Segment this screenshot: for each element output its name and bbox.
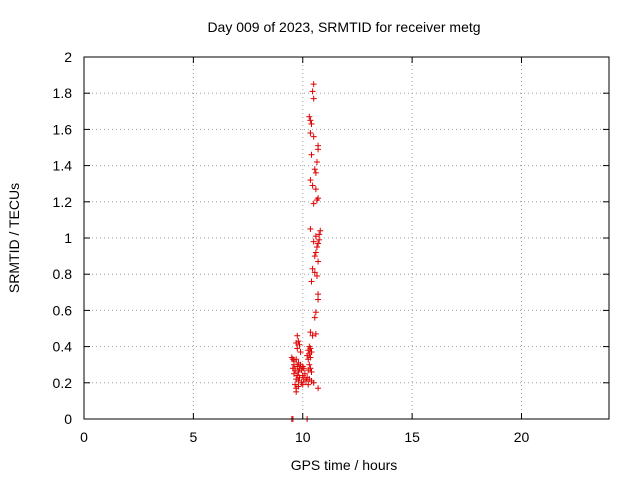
y-tick-label: 0.2 [53, 375, 73, 391]
data-point [313, 244, 320, 251]
data-point [305, 381, 312, 388]
data-point [315, 296, 322, 303]
plot-area [83, 56, 610, 420]
data-point [310, 133, 317, 140]
data-point [312, 309, 319, 316]
data-point [315, 291, 322, 298]
data-point [305, 367, 312, 374]
data-point [299, 381, 306, 388]
y-tick-label: 0.6 [53, 302, 73, 318]
data-point [309, 332, 316, 339]
data-point [310, 81, 317, 88]
data-point [315, 258, 322, 265]
data-point [295, 368, 302, 375]
y-tick-label: 1.8 [53, 85, 73, 101]
x-tick-label: 5 [189, 429, 197, 445]
data-point [311, 314, 318, 321]
data-point [311, 253, 318, 260]
x-tick-label: 0 [80, 429, 88, 445]
data-point [310, 200, 317, 207]
y-tick-label: 1 [64, 230, 72, 246]
data-point [306, 113, 313, 120]
data-points [288, 81, 324, 422]
data-point [293, 339, 300, 346]
data-point [306, 361, 313, 368]
data-point [296, 374, 303, 381]
data-point [292, 381, 299, 388]
x-tick-label: 20 [514, 429, 530, 445]
data-point [316, 236, 323, 243]
x-axis-label: GPS time / hours [291, 457, 398, 473]
data-point [300, 365, 307, 372]
y-tick-label: 0.8 [53, 266, 73, 282]
data-point [309, 88, 316, 95]
data-point [293, 388, 300, 395]
data-point [315, 240, 322, 247]
data-point [294, 332, 301, 339]
data-point [295, 377, 302, 384]
y-tick-label: 1.4 [53, 158, 73, 174]
data-point [295, 383, 302, 390]
data-point [293, 356, 300, 363]
data-point [307, 177, 314, 184]
data-point [310, 379, 317, 386]
data-point [291, 361, 297, 368]
grid [84, 57, 609, 419]
data-point [316, 231, 323, 238]
y-tick-label: 1.6 [53, 121, 73, 137]
data-point [301, 370, 308, 377]
data-point [311, 269, 318, 276]
data-point [303, 377, 310, 384]
data-point [308, 278, 315, 285]
y-tick-label: 2 [64, 49, 72, 65]
data-point [313, 196, 320, 203]
data-point [307, 329, 314, 336]
data-point [304, 352, 311, 359]
data-point [309, 182, 316, 189]
data-point [305, 347, 312, 354]
chart-title: Day 009 of 2023, SRMTID for receiver met… [207, 19, 480, 35]
data-point [313, 158, 320, 165]
data-point [307, 225, 314, 232]
x-tick-label: 10 [295, 429, 311, 445]
data-point [315, 146, 322, 153]
data-point [307, 130, 314, 137]
data-point [311, 166, 318, 173]
data-point [317, 227, 324, 234]
data-point [312, 186, 319, 193]
y-tick-label: 0.4 [53, 339, 73, 355]
y-tick-label: 1.2 [53, 194, 73, 210]
data-point [312, 233, 319, 240]
data-point [294, 345, 301, 352]
data-point [312, 249, 319, 256]
data-point [292, 367, 299, 374]
data-point [305, 356, 312, 363]
data-point [312, 330, 319, 337]
y-axis-label: SRMTID / TECUs [6, 183, 22, 293]
data-point [307, 117, 314, 124]
data-point [312, 169, 319, 176]
data-point [291, 370, 297, 377]
data-point [296, 341, 303, 348]
data-point [309, 265, 316, 272]
data-point [297, 349, 304, 356]
data-point [308, 151, 315, 158]
y-tick-label: 0 [64, 411, 72, 427]
data-point [313, 273, 320, 280]
data-point [308, 120, 315, 127]
data-point [310, 238, 317, 245]
data-point [310, 95, 317, 102]
x-tick-label: 15 [404, 429, 420, 445]
data-point [308, 368, 315, 375]
data-point [315, 385, 322, 392]
axis-ticks: 0 5 10 15 20 0 0.2 0.4 0.6 0.8 1 1.2 1.4 1.6 1.8 2 [53, 49, 609, 445]
